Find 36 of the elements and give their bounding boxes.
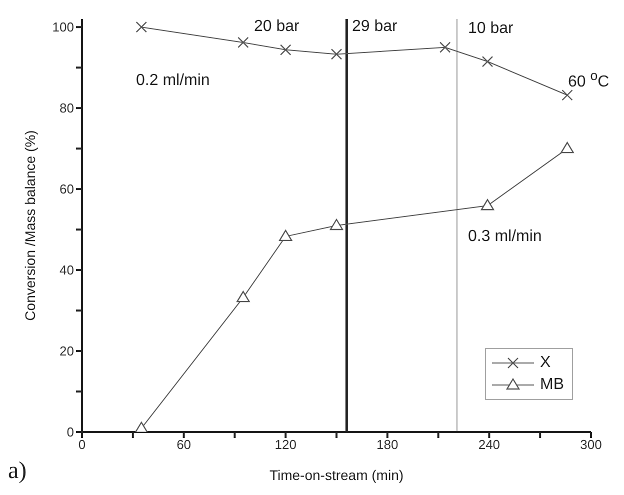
y-tick-label: 60 — [60, 182, 74, 197]
annotation: 10 bar — [468, 20, 514, 38]
x-tick-label: 240 — [478, 437, 500, 452]
y-tick-label: 40 — [60, 262, 74, 278]
y-tick-label: 80 — [60, 100, 74, 116]
point — [134, 422, 148, 432]
legend-label: MB — [540, 376, 564, 394]
x-tick-label: 300 — [580, 437, 602, 452]
legend-label: X — [540, 354, 551, 372]
point — [238, 36, 249, 48]
point — [330, 218, 344, 230]
y-axis-title: Conversion /Mass balance (%) — [22, 130, 38, 321]
point — [562, 90, 573, 101]
x-tick-label: 60 — [176, 437, 192, 452]
annotation: 0.3 ml/min — [468, 228, 542, 246]
y-tick-label: 20 — [60, 344, 74, 359]
point — [279, 230, 292, 242]
point — [280, 44, 292, 56]
x-tick-label: 120 — [274, 437, 296, 452]
point — [330, 48, 342, 60]
annotation: 20 bar — [254, 18, 300, 36]
x-axis-title: Time-on-stream (min) — [269, 467, 404, 483]
point — [439, 42, 451, 53]
point — [560, 142, 574, 154]
point — [480, 199, 494, 210]
annotation: 0.2 ml/min — [136, 72, 210, 90]
annotation: 29 bar — [352, 18, 398, 36]
x-tick-label: 0 — [78, 437, 86, 452]
point — [236, 290, 250, 302]
text: a) — [8, 458, 27, 485]
x-tick-label: 180 — [376, 437, 398, 452]
annotation: 60 $^{o}$C — [568, 68, 610, 92]
point — [482, 56, 494, 68]
point — [136, 22, 147, 33]
y-tick-label: 100 — [52, 20, 74, 35]
y-tick-label: 0 — [66, 424, 74, 440]
